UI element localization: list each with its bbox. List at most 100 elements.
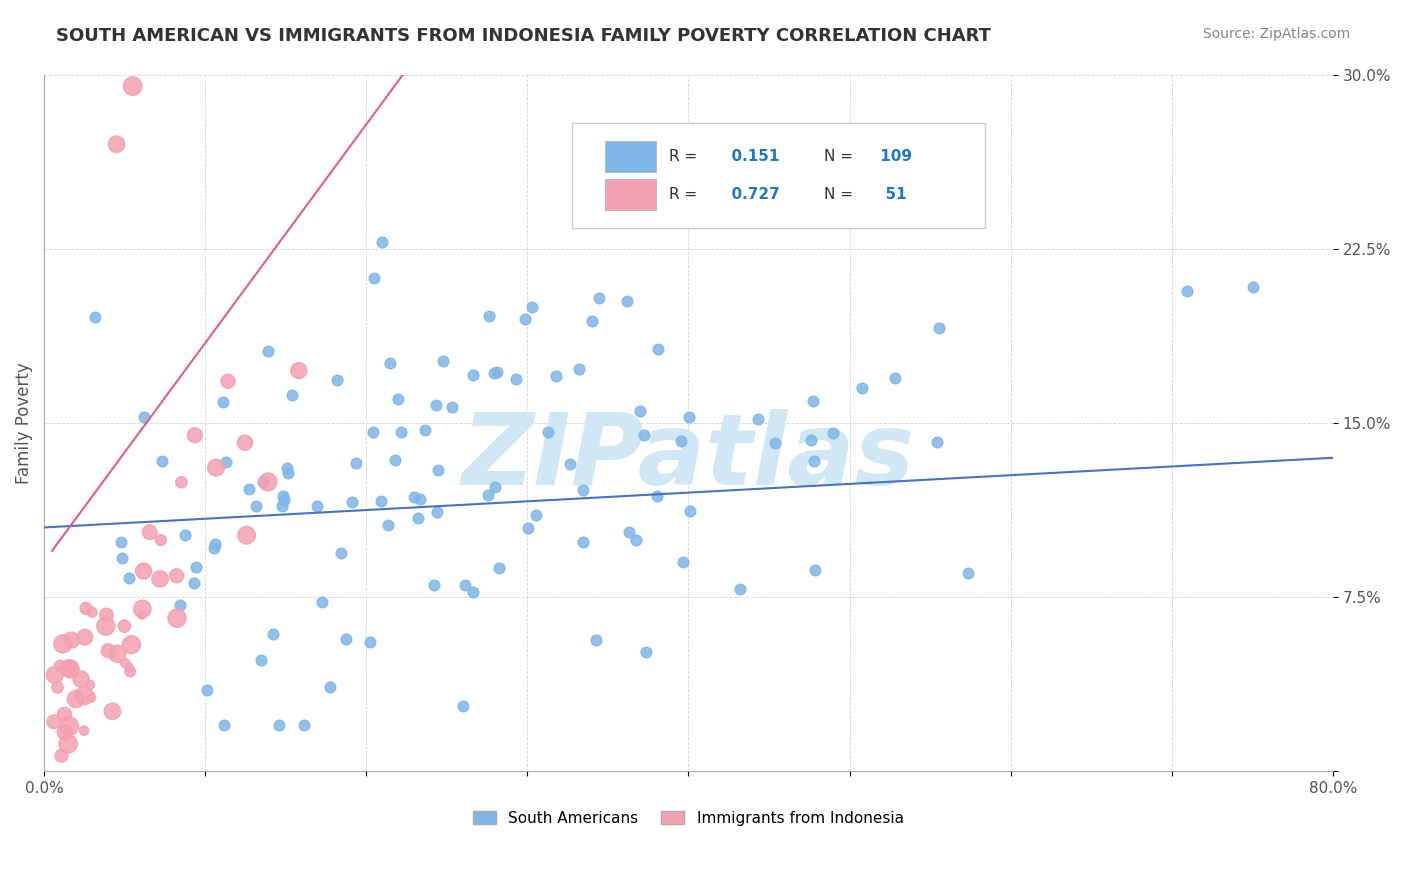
Point — [105, 647, 128, 661]
Point — [82, 605, 104, 619]
Point — [747, 411, 769, 425]
Text: R =: R = — [669, 187, 697, 202]
Point — [75, 601, 97, 615]
Point — [80, 690, 103, 705]
Point — [212, 718, 235, 732]
Point — [477, 488, 499, 502]
Text: R =: R = — [669, 149, 697, 163]
Point — [319, 680, 342, 694]
Point — [70, 672, 93, 686]
Point — [425, 398, 447, 412]
Text: Source: ZipAtlas.com: Source: ZipAtlas.com — [1202, 27, 1350, 41]
FancyBboxPatch shape — [605, 141, 657, 172]
Point — [413, 423, 436, 437]
Point — [184, 560, 207, 574]
Text: 109: 109 — [876, 149, 912, 163]
Point — [486, 365, 509, 379]
Point — [678, 409, 700, 424]
Point — [138, 525, 160, 540]
Point — [803, 563, 825, 577]
Point — [233, 435, 256, 450]
Point — [305, 499, 328, 513]
Point — [505, 372, 527, 386]
Text: 0.727: 0.727 — [721, 187, 779, 202]
Point — [273, 493, 295, 508]
Point — [166, 611, 188, 625]
Point — [344, 456, 367, 470]
Point — [73, 689, 96, 703]
Text: SOUTH AMERICAN VS IMMIGRANTS FROM INDONESIA FAMILY POVERTY CORRELATION CHART: SOUTH AMERICAN VS IMMIGRANTS FROM INDONE… — [56, 27, 991, 45]
Point — [432, 354, 454, 368]
Point — [202, 541, 225, 555]
Point — [65, 692, 87, 706]
Point — [311, 595, 333, 609]
Point — [335, 632, 357, 646]
Point — [568, 362, 591, 376]
Point — [73, 723, 96, 738]
Point — [384, 452, 406, 467]
Point — [59, 662, 82, 676]
Point — [645, 489, 668, 503]
Point — [83, 310, 105, 324]
Point — [408, 511, 430, 525]
Point — [404, 491, 426, 505]
Point — [325, 373, 347, 387]
Point — [257, 344, 280, 359]
Point — [150, 454, 173, 468]
Point — [558, 457, 581, 471]
Point — [49, 659, 72, 673]
Point — [616, 293, 638, 308]
Point — [803, 453, 825, 467]
Point — [478, 310, 501, 324]
FancyBboxPatch shape — [572, 123, 984, 227]
Point — [763, 435, 786, 450]
Point — [581, 313, 603, 327]
Point — [288, 363, 311, 377]
Point — [927, 435, 949, 450]
Point — [280, 388, 302, 402]
Point — [96, 607, 118, 622]
Point — [728, 582, 751, 597]
Point — [110, 535, 132, 549]
Point — [422, 577, 444, 591]
Point — [262, 627, 284, 641]
Point — [195, 682, 218, 697]
Point — [238, 482, 260, 496]
Point — [370, 494, 392, 508]
Point — [426, 505, 449, 519]
Point — [52, 637, 75, 651]
Point — [884, 371, 907, 385]
Point — [183, 576, 205, 591]
Point — [245, 499, 267, 513]
Point — [271, 489, 294, 503]
Point — [524, 508, 547, 522]
Point — [342, 495, 364, 509]
Point — [544, 369, 567, 384]
Point — [79, 678, 101, 692]
Point — [267, 718, 290, 732]
Point — [252, 475, 274, 490]
Point — [276, 461, 298, 475]
Point — [42, 714, 65, 729]
Point — [53, 707, 76, 722]
Text: 51: 51 — [876, 187, 907, 202]
Point — [101, 704, 124, 718]
Point — [647, 342, 669, 356]
Y-axis label: Family Poverty: Family Poverty — [15, 362, 32, 483]
Point — [669, 434, 692, 449]
Point — [212, 395, 235, 409]
Point — [513, 311, 536, 326]
Point — [62, 665, 84, 679]
Point — [118, 571, 141, 585]
Point — [217, 374, 239, 388]
Point — [184, 428, 207, 442]
Point — [121, 79, 143, 94]
Point — [1175, 284, 1198, 298]
Point — [377, 518, 399, 533]
Point — [359, 635, 381, 649]
Point — [426, 463, 449, 477]
Point — [277, 466, 299, 480]
Point — [170, 475, 193, 490]
Point — [626, 533, 648, 548]
Point — [114, 657, 136, 671]
